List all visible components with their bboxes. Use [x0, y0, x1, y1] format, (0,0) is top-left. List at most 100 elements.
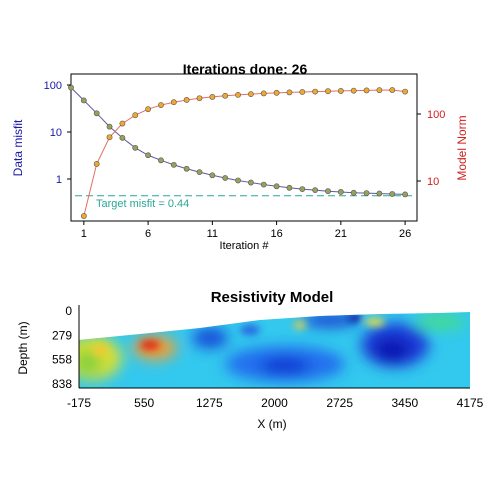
x-tick-label: 1 — [81, 228, 87, 240]
data-misfit-point — [196, 169, 203, 176]
model-norm-point — [325, 88, 331, 95]
data-misfit-point — [68, 84, 74, 91]
data-misfit-point — [80, 97, 87, 104]
convergence-chart-title: Iterations done: 26 — [183, 61, 308, 77]
depth-tick-label: 0 — [65, 304, 72, 318]
x-tick-label: 21 — [335, 228, 347, 240]
model-norm-point — [183, 97, 190, 103]
model-norm-point — [299, 89, 306, 95]
model-norm-point — [222, 92, 229, 99]
deep-conductor-core — [374, 338, 410, 362]
data-misfit-point — [235, 177, 241, 184]
model-norm-point — [158, 102, 164, 108]
right-tick-label: 10 — [427, 176, 439, 188]
model-norm-point — [402, 88, 408, 95]
data-misfit-point — [158, 157, 164, 164]
data-misfit-point — [273, 183, 280, 190]
x-axis-ticks: 1 6 11 16 21 26 — [81, 228, 411, 240]
data-misfit-point — [93, 110, 100, 117]
data-misfit-point — [363, 190, 370, 197]
model-norm-point — [337, 88, 344, 94]
data-misfit-point — [106, 123, 113, 130]
distance-tick-label: 2000 — [261, 396, 288, 410]
near-surface-zone-east — [414, 315, 466, 329]
depth-tick-label: 838 — [52, 377, 72, 391]
convergence-plot-frame — [70, 73, 418, 222]
model-norm-point — [389, 87, 396, 93]
depth-tick-label: 279 — [52, 328, 72, 342]
data-misfit-point — [145, 152, 151, 159]
left-tick-label: 100 — [44, 80, 62, 92]
depth-tick-label: 558 — [52, 353, 72, 367]
distance-ticks: -175 550 1275 2000 2725 3450 4175 — [67, 396, 484, 410]
model-norm-point — [312, 88, 319, 95]
data-misfit-point — [132, 144, 139, 151]
near-surface-resistive-patch — [365, 318, 385, 326]
distance-tick-label: -175 — [67, 396, 91, 410]
model-norm-point — [350, 87, 357, 94]
depth-ticks: 0 279 558 838 — [52, 304, 72, 391]
right-tick-label: 100 — [427, 109, 445, 121]
high-resistivity-anomaly — [140, 340, 160, 350]
depth-axis-label: Depth (m) — [16, 321, 30, 374]
series-data-misfit — [68, 84, 408, 198]
small-resistive-patch — [294, 321, 306, 329]
convergence-chart: Iterations done: 26 1 10 100 10 100 1 6 … — [11, 61, 469, 252]
resistivity-chart: Resistivity Model — [16, 289, 484, 431]
x-tick-label: 26 — [399, 228, 411, 240]
left-tick-label: 10 — [50, 127, 62, 139]
conductor-core — [260, 358, 310, 374]
x-tick-label: 16 — [270, 228, 282, 240]
left-tick-label: 1 — [56, 174, 62, 186]
series-model-norm — [80, 87, 408, 219]
target-misfit-annotation: Target misfit = 0.44 — [96, 198, 189, 210]
model-norm-point — [93, 160, 100, 167]
resistive-zone-west-core — [79, 350, 102, 374]
model-norm-point — [273, 89, 280, 96]
distance-tick-label: 3450 — [391, 396, 418, 410]
data-misfit-point — [209, 172, 216, 179]
model-norm-point — [80, 213, 87, 219]
data-misfit-point — [222, 175, 229, 181]
model-norm-point — [209, 93, 216, 100]
distance-tick-label: 4175 — [457, 396, 484, 410]
model-norm-point — [235, 91, 241, 98]
x-tick-label: 6 — [145, 228, 151, 240]
right-axis-ticks: 10 100 — [427, 109, 445, 188]
model-norm-point — [376, 87, 383, 94]
resistive-patch — [92, 344, 108, 356]
model-norm-point — [260, 90, 267, 97]
model-norm-point — [170, 99, 177, 106]
near-surface-conductor — [347, 314, 363, 322]
model-norm-point — [119, 120, 126, 127]
model-norm-point — [247, 91, 254, 98]
resistivity-section — [79, 312, 470, 388]
x-axis-label: Iteration # — [220, 240, 270, 252]
model-norm-point — [286, 89, 293, 96]
data-misfit-point — [312, 187, 319, 194]
data-misfit-point — [402, 191, 408, 198]
data-misfit-point — [286, 184, 293, 191]
distance-axis-label: X (m) — [257, 417, 286, 431]
data-misfit-point — [247, 179, 254, 186]
distance-tick-label: 550 — [134, 396, 154, 410]
x-tick-label: 11 — [207, 228, 218, 240]
right-axis-label: Model Norm — [455, 115, 469, 180]
data-misfit-point — [170, 161, 177, 168]
left-axis-label: Data misfit — [11, 119, 25, 176]
data-misfit-point — [119, 134, 126, 141]
data-misfit-point — [183, 165, 190, 172]
model-norm-point — [132, 112, 139, 119]
model-norm-point — [196, 95, 203, 102]
left-axis-ticks: 1 10 100 — [44, 80, 62, 186]
shallow-conductor-1 — [192, 328, 228, 348]
distance-tick-label: 2725 — [326, 396, 353, 410]
data-misfit-point — [299, 186, 306, 192]
data-misfit-point — [337, 189, 344, 195]
data-misfit-point — [350, 189, 357, 196]
model-norm-point — [363, 87, 370, 94]
model-norm-point — [106, 134, 113, 141]
data-misfit-point — [389, 191, 396, 197]
distance-tick-label: 1275 — [196, 396, 223, 410]
shallow-conductor-2 — [302, 313, 358, 327]
